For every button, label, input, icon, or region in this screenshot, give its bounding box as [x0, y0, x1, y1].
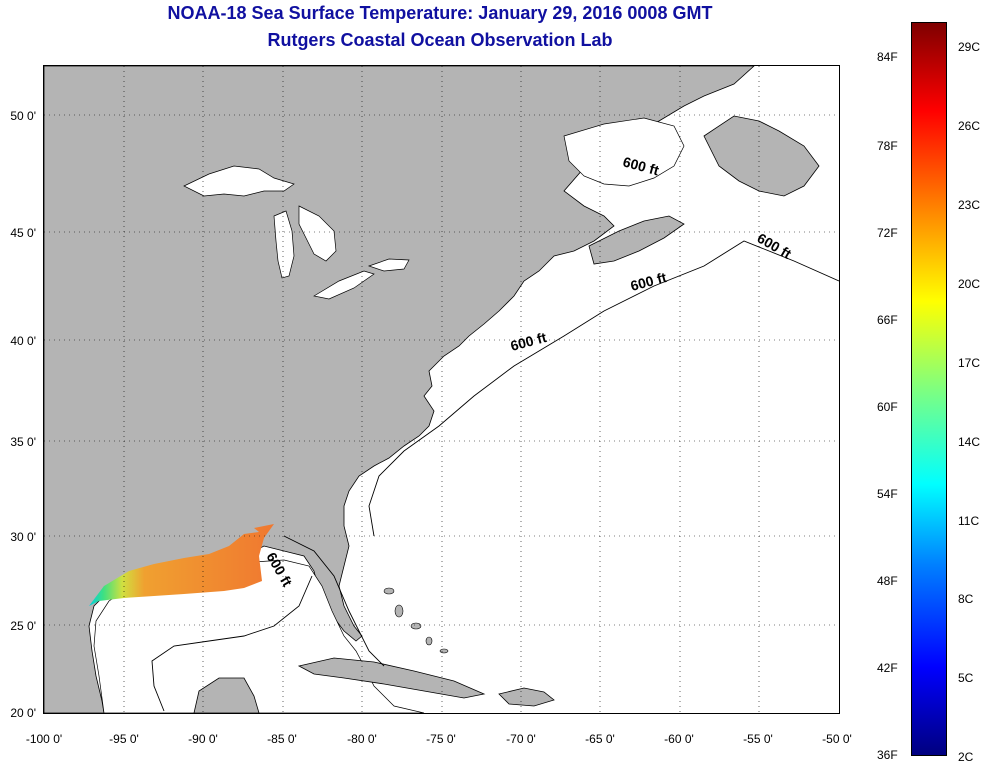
temperature-colorbar: [911, 22, 947, 756]
colorbar-label-26c: 26C: [958, 119, 981, 133]
lake-huron: [298, 205, 337, 262]
contour-label-4: 600 ft: [509, 329, 549, 354]
y-tick-label-20: 20 0': [10, 706, 36, 720]
colorbar-label-8c: 8C: [958, 592, 974, 606]
map-canvas: 600 ft 600 ft 600 ft 600 ft 600 ft: [44, 66, 839, 713]
colorbar-label-42f: 42F: [877, 661, 898, 675]
colorbar-label-54f: 54F: [877, 487, 898, 501]
x-tick-label-50: -50 0': [822, 732, 852, 746]
colorbar-label-5c: 5C: [958, 671, 974, 685]
x-tick-label-95: -95 0': [109, 732, 139, 746]
sst-map[interactable]: 600 ft 600 ft 600 ft 600 ft 600 ft: [43, 65, 840, 714]
x-tick-label-90: -90 0': [188, 732, 218, 746]
x-tick-label-80: -80 0': [347, 732, 377, 746]
y-tick-label-30: 30 0': [10, 530, 36, 544]
colorbar-label-11c: 11C: [958, 514, 980, 528]
colorbar-label-17c: 17C: [958, 356, 981, 370]
x-tick-label-60: -60 0': [664, 732, 694, 746]
lake-erie: [313, 270, 375, 300]
colorbar-label-60f: 60F: [877, 400, 898, 414]
x-tick-label-65: -65 0': [585, 732, 615, 746]
contour-600ft: [151, 240, 839, 712]
colorbar-label-2c: 2C: [958, 750, 974, 764]
land-newfoundland: [703, 115, 820, 197]
bahamas-islands: [383, 587, 449, 654]
contour-label-2: 600 ft: [755, 230, 795, 262]
x-tick-label-70: -70 0': [506, 732, 536, 746]
lake-michigan: [273, 210, 295, 279]
colorbar-label-29c: 29C: [958, 40, 981, 54]
colorbar-label-78f: 78F: [877, 139, 898, 153]
colorbar-label-72f: 72F: [877, 226, 898, 240]
map-title: NOAA-18 Sea Surface Temperature: January…: [167, 3, 713, 23]
lake-superior: [183, 165, 295, 197]
x-tick-label-75: -75 0': [426, 732, 456, 746]
gulf-of-st-lawrence: [563, 117, 685, 187]
y-tick-label-45: 45 0': [10, 226, 36, 240]
map-subtitle: Rutgers Coastal Ocean Observation Lab: [267, 30, 613, 50]
land-nova-scotia: [588, 215, 685, 265]
contour-label-3: 600 ft: [629, 269, 669, 294]
lake-ontario: [367, 258, 410, 272]
y-tick-label-25: 25 0': [10, 619, 36, 633]
y-tick-label-40: 40 0': [10, 334, 36, 348]
land-hispaniola: [498, 687, 555, 707]
sst-data-swath: [89, 524, 274, 606]
y-tick-label-50: 50 0': [10, 109, 36, 123]
y-tick-label-35: 35 0': [10, 435, 36, 449]
colorbar-label-14c: 14C: [958, 435, 981, 449]
colorbar-label-36f: 36F: [877, 748, 898, 762]
land-cuba: [297, 657, 486, 699]
colorbar-label-20c: 20C: [958, 277, 981, 291]
x-tick-label-100: -100 0': [25, 732, 63, 746]
colorbar-label-66f: 66F: [877, 313, 898, 327]
land-yucatan: [193, 677, 260, 713]
x-tick-label-85: -85 0': [267, 732, 297, 746]
colorbar-label-84f: 84F: [877, 50, 898, 64]
x-tick-label-55: -55 0': [743, 732, 773, 746]
colorbar-label-48f: 48F: [877, 574, 898, 588]
colorbar-label-23c: 23C: [958, 198, 981, 212]
